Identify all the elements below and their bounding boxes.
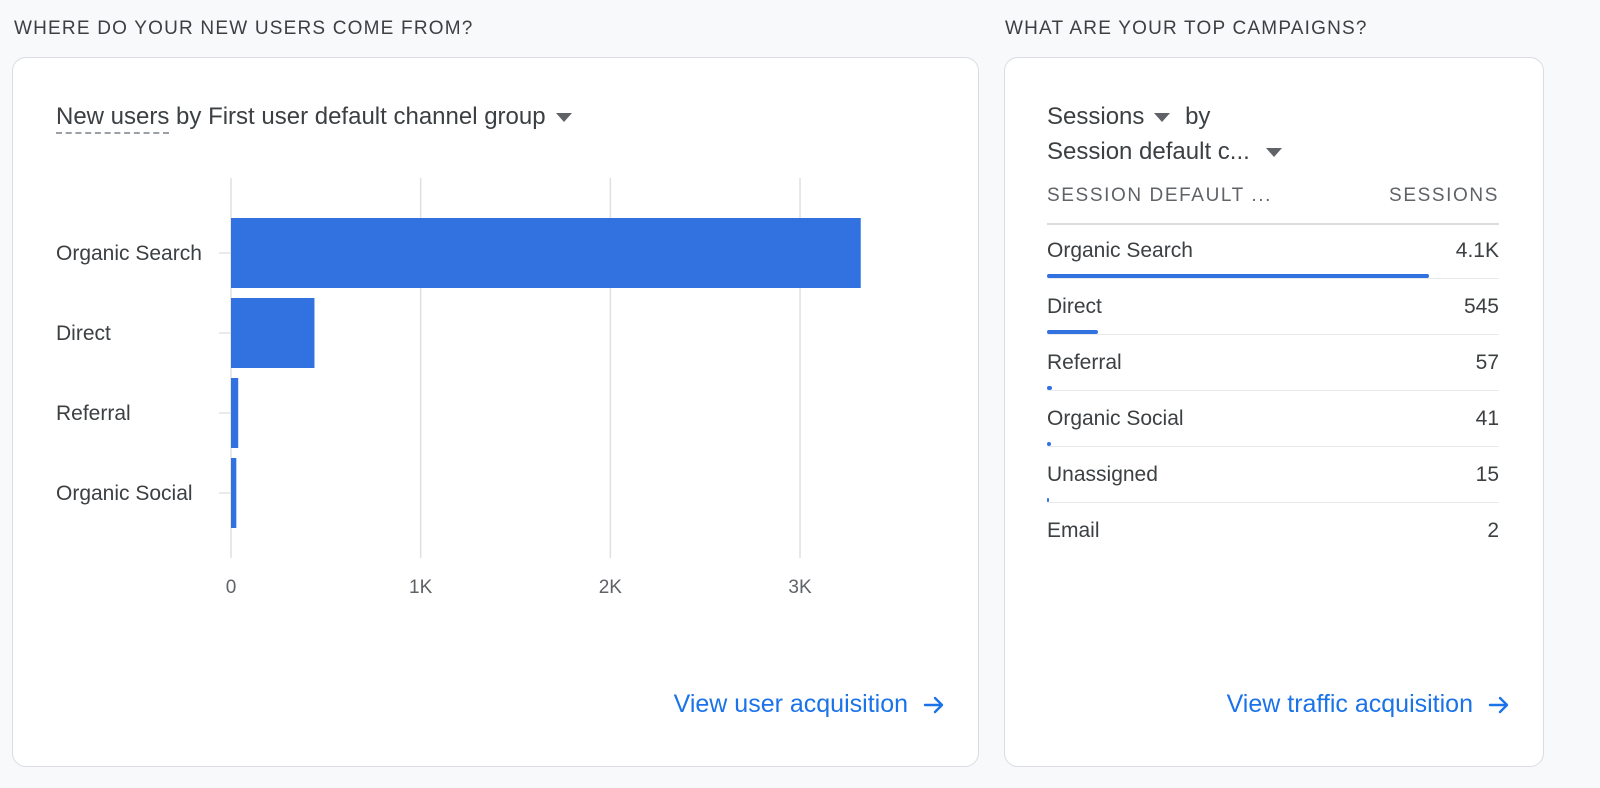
bar[interactable] [231, 298, 315, 368]
y-category-label: Organic Social [56, 482, 193, 505]
right-section-title: WHAT ARE YOUR TOP CAMPAIGNS? [1005, 18, 1368, 39]
x-tick-label: 1K [409, 577, 433, 598]
row-channel-name: Referral [1047, 351, 1122, 374]
row-sessions-value: 4.1K [1455, 239, 1499, 262]
by-label: by [1185, 103, 1211, 130]
x-tick-label: 0 [226, 577, 237, 598]
view-traffic-acquisition-label[interactable]: View traffic acquisition [1226, 690, 1473, 718]
row-proportion-bar [1047, 274, 1429, 278]
row-sessions-value: 41 [1475, 407, 1499, 430]
row-proportion-bar [1047, 330, 1098, 334]
table-row[interactable]: Referral 57 [1047, 335, 1499, 391]
y-category-label: Referral [56, 402, 131, 425]
table-row[interactable]: Organic Search 4.1K [1047, 223, 1499, 279]
top-campaigns-card: Sessions by Session default c... SESSION… [1004, 57, 1544, 767]
row-channel-name: Email [1047, 519, 1100, 542]
bar[interactable] [231, 378, 239, 448]
y-category-label: Organic Search [56, 242, 202, 265]
view-user-acquisition-link[interactable]: View user acquisition [674, 690, 946, 719]
x-tick-label: 2K [599, 577, 623, 598]
dimension-label[interactable]: Session default c... [1047, 138, 1250, 165]
new-users-card: New users by First user default channel … [12, 57, 979, 767]
row-proportion-bar [1047, 498, 1049, 502]
table-row[interactable]: Email 2 [1047, 503, 1499, 559]
row-proportion-bar [1047, 386, 1053, 390]
chart-metric-selector[interactable]: New users by First user default channel … [56, 103, 572, 134]
row-channel-name: Unassigned [1047, 463, 1158, 486]
table-row[interactable]: Unassigned 15 [1047, 447, 1499, 503]
column-header-sessions[interactable]: SESSIONS [1389, 185, 1499, 206]
row-sessions-value: 545 [1463, 295, 1499, 318]
table-row[interactable]: Organic Social 41 [1047, 391, 1499, 447]
row-sessions-value: 2 [1487, 519, 1499, 542]
sessions-metric-label[interactable]: Sessions [1047, 103, 1145, 130]
view-user-acquisition-label[interactable]: View user acquisition [673, 690, 908, 718]
row-channel-name: Organic Search [1047, 239, 1193, 262]
row-channel-name: Direct [1047, 295, 1102, 318]
x-tick-label: 3K [788, 577, 812, 598]
dimension-label[interactable]: by First user default channel group [176, 103, 546, 130]
y-category-label: Direct [56, 322, 111, 345]
column-header-dimension[interactable]: SESSION DEFAULT ... [1047, 185, 1273, 206]
row-sessions-value: 57 [1475, 351, 1499, 374]
new-users-bar-chart: 0 1K 2K 3K Organic Search Direct Referral Organ… [56, 178, 861, 598]
left-section-title: WHERE DO YOUR NEW USERS COME FROM? [14, 18, 474, 39]
view-traffic-acquisition-link[interactable]: View traffic acquisition [1227, 690, 1511, 719]
bar[interactable] [231, 218, 861, 288]
arrow-right-icon[interactable] [922, 693, 946, 717]
table-header: SESSION DEFAULT ... SESSIONS [1047, 185, 1499, 225]
row-sessions-value: 15 [1475, 463, 1499, 486]
chevron-down-icon[interactable] [555, 113, 572, 123]
chevron-down-icon[interactable] [1265, 148, 1282, 158]
row-proportion-bar [1047, 442, 1051, 446]
row-channel-name: Organic Social [1047, 407, 1184, 430]
bar[interactable] [231, 458, 237, 528]
table-row[interactable]: Direct 545 [1047, 279, 1499, 335]
arrow-right-icon[interactable] [1487, 693, 1511, 717]
chevron-down-icon[interactable] [1154, 113, 1171, 123]
table-metric-selector[interactable]: Sessions by [1047, 103, 1210, 131]
metric-label[interactable]: New users [56, 103, 170, 134]
table-dimension-selector[interactable]: Session default c... [1047, 138, 1282, 166]
